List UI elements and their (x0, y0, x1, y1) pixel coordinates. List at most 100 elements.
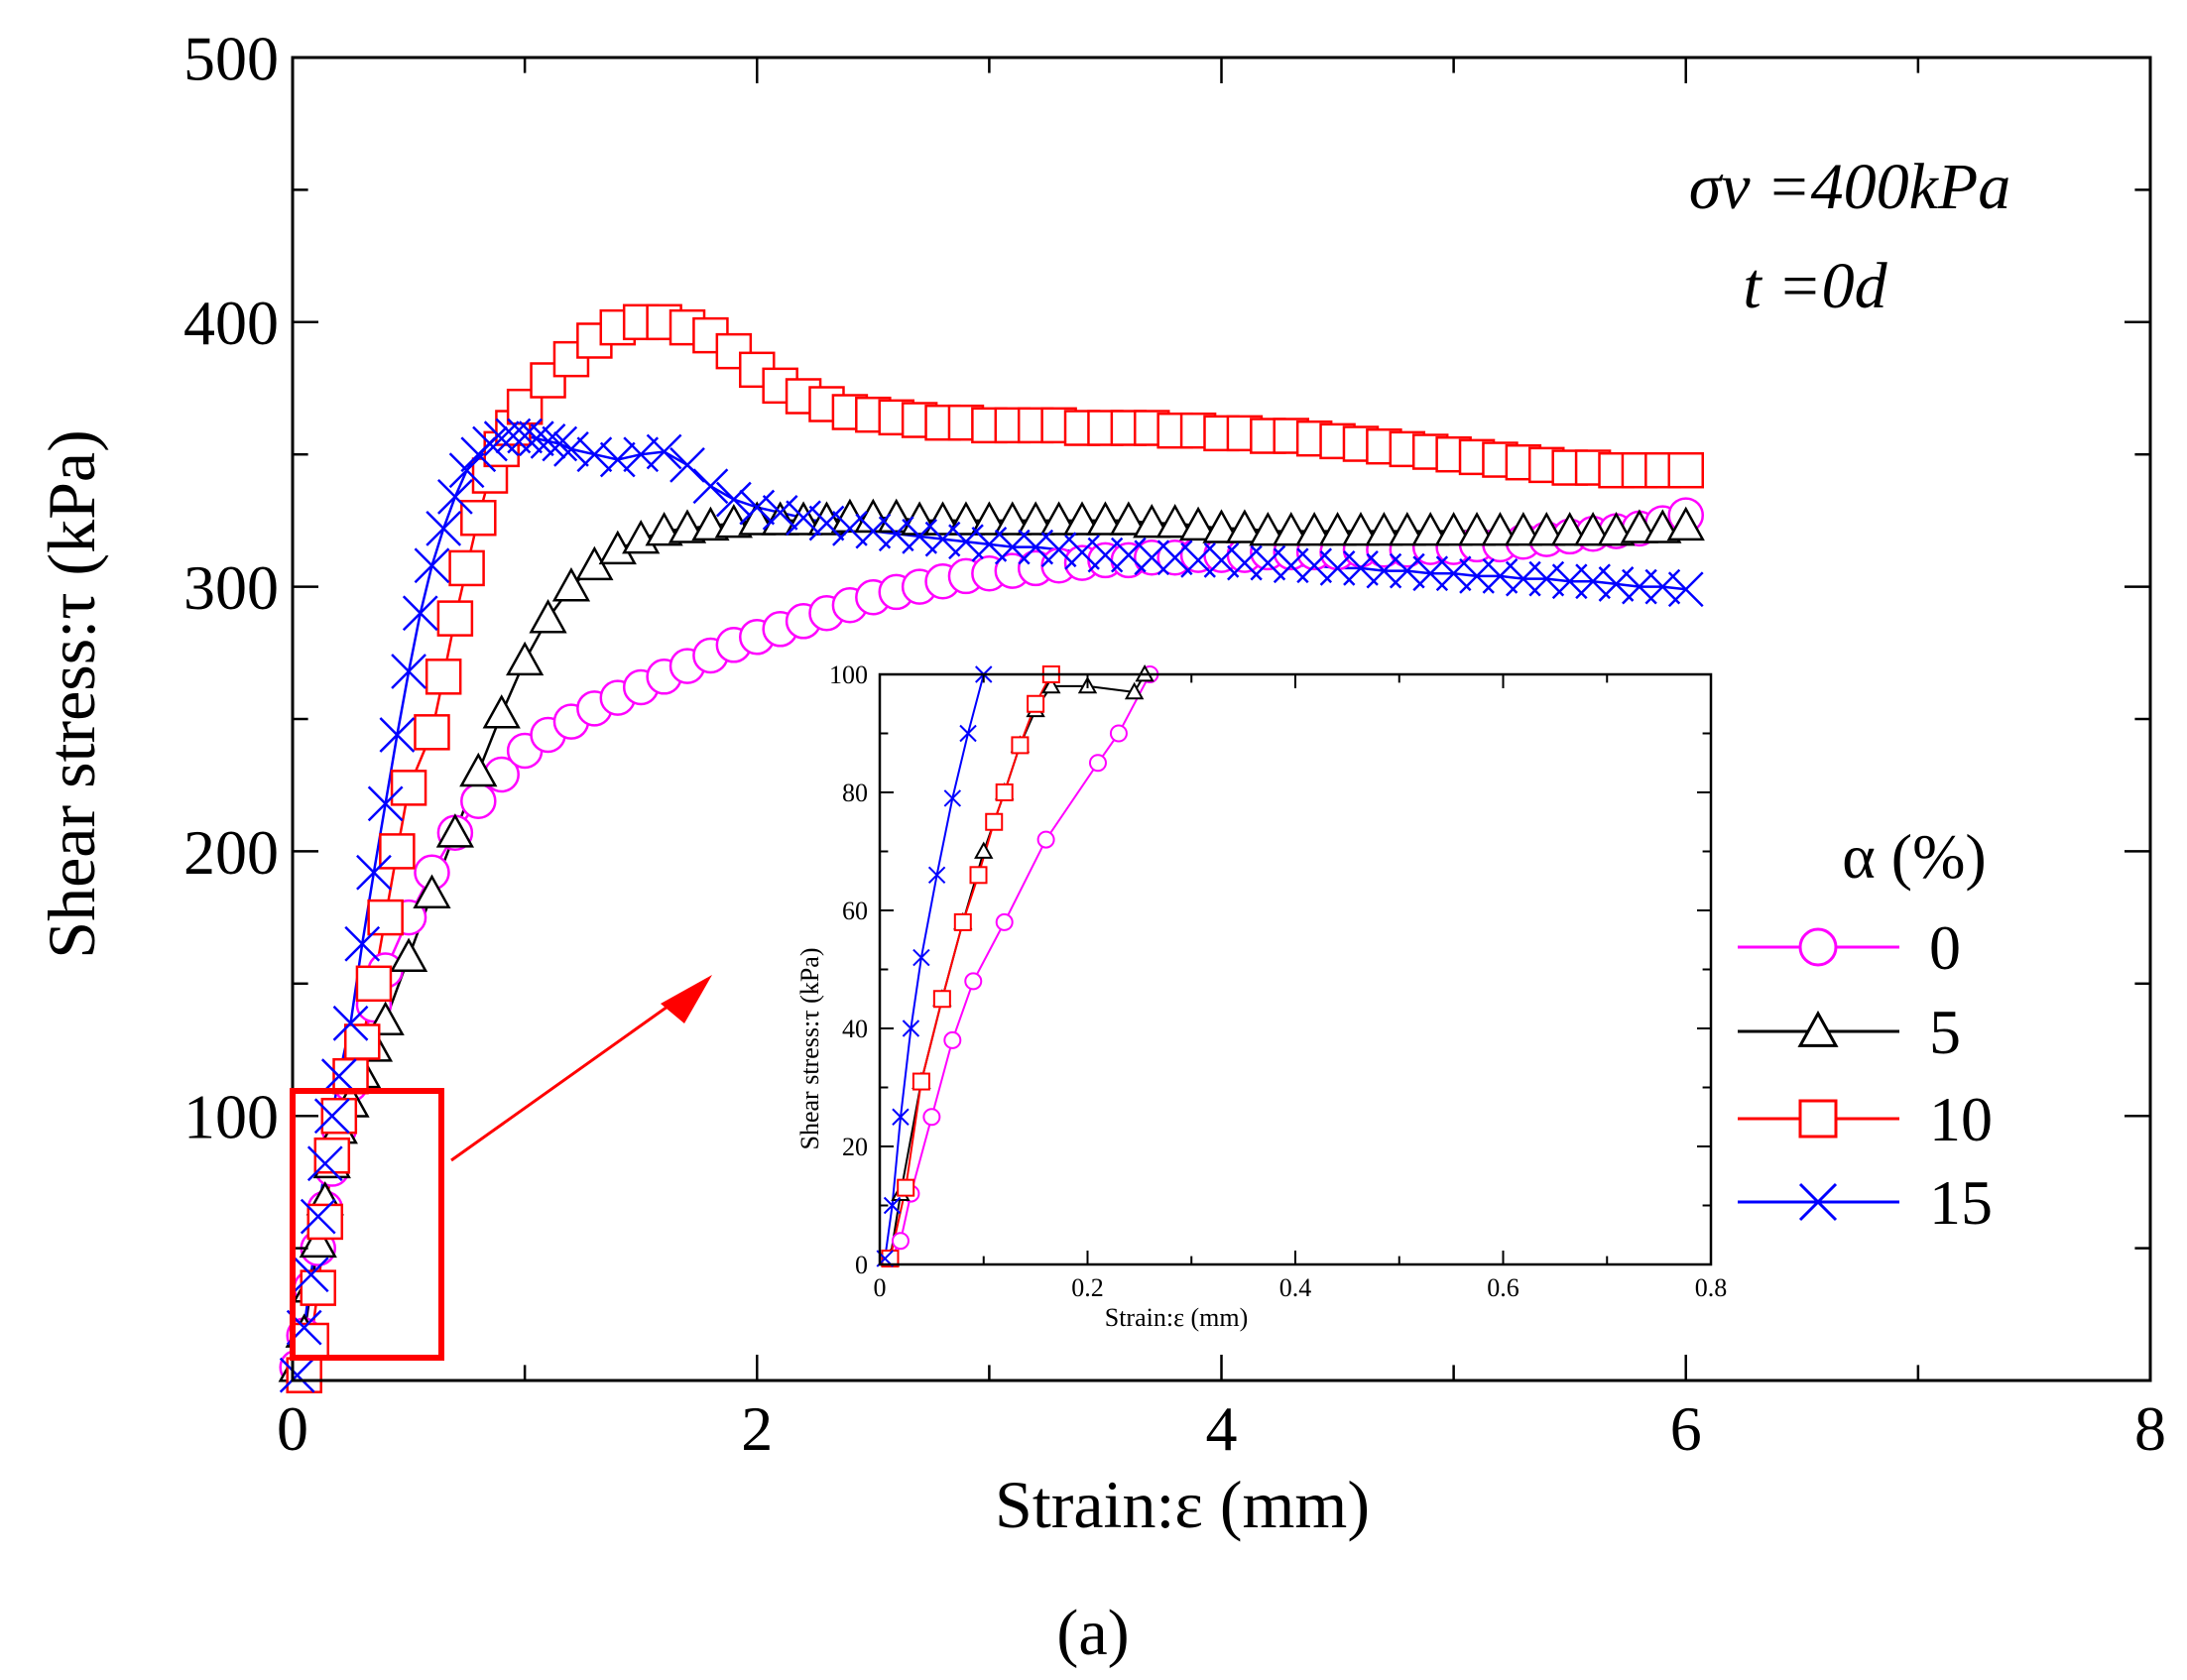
main-series-5-point (993, 501, 1032, 536)
y-axis-label: Shear stress:τ (kPa) (34, 429, 109, 958)
main-series-15-point (623, 436, 660, 473)
main-series-15-point (320, 1058, 357, 1095)
main-series-5-point (506, 641, 545, 676)
main-series-5-point (299, 1223, 337, 1259)
main-series-5-point (1550, 511, 1589, 546)
main-series-15-point (448, 452, 485, 489)
main-series-15-point (356, 854, 392, 891)
main-series-15-point (1644, 568, 1681, 605)
main-series-15-point (1575, 563, 1611, 600)
main-series-5-point (1039, 501, 1078, 536)
inset-series-10-point (969, 866, 988, 885)
inset-y-tick-label: 80 (842, 779, 868, 807)
main-series-5-point (1155, 503, 1194, 539)
inset-series-15-point (912, 948, 930, 967)
inset-x-tick-label: 0.2 (1071, 1273, 1104, 1302)
inset-series-0-point (995, 912, 1014, 931)
main-series-15-point (902, 519, 938, 554)
legend-label-0: 0 (1929, 912, 1961, 983)
inset-series-10-point (932, 990, 951, 1009)
main-series-15-point (786, 500, 821, 537)
main-series-5-point (529, 599, 567, 634)
main-series-15-point (483, 420, 520, 457)
inset-x-tick-label: 0.6 (1487, 1273, 1519, 1302)
main-series-15-point (715, 481, 752, 518)
main-series-10-point (300, 1269, 337, 1306)
main-series-15-point (855, 513, 892, 549)
annotation-time: t =0d (1743, 250, 1887, 322)
main-series-5-point (1365, 511, 1403, 546)
main-series-5-point (1062, 501, 1102, 536)
legend: α (%) 0 5 10 15 (1738, 821, 1993, 1238)
main-series-15-point (553, 430, 589, 467)
main-series-15-point (762, 495, 798, 531)
main-series-5-point (1202, 509, 1241, 543)
main-series-15-point (1598, 566, 1635, 602)
inset-x-tick-label: 0.8 (1695, 1273, 1728, 1302)
main-series-5-point (1086, 501, 1125, 536)
main-series-5-point (435, 813, 475, 848)
main-series-15-point (332, 1005, 369, 1041)
main-series-15-point (300, 1198, 336, 1235)
main-series-15-point (1064, 535, 1100, 570)
main-series-15-point (971, 527, 1008, 562)
main-series-5-point (1109, 501, 1148, 536)
main-series-15-point (1110, 537, 1147, 573)
legend-marker-10 (1798, 1099, 1838, 1139)
main-x-tick-label: 0 (277, 1393, 308, 1464)
main-series-15-point (1435, 555, 1472, 592)
inset-series-10-point (995, 783, 1014, 801)
main-series-15-point (1203, 542, 1240, 578)
legend-label-5: 5 (1929, 997, 1961, 1067)
inset-x-tick-label: 0 (874, 1273, 887, 1302)
inset-y-tick-label: 0 (855, 1251, 868, 1279)
zoom-arrow-line (450, 1000, 675, 1162)
main-series-15-point (878, 516, 914, 552)
main-series-15-point (692, 468, 729, 505)
inset-series-10-point (897, 1178, 915, 1197)
inset-plot: 0 0.2 0.4 0.6 0.8 0 20 40 60 80 100 Strain:ε (mm) Sh… (795, 660, 1727, 1332)
main-series-15-point (472, 425, 508, 462)
main-series-15-point (344, 925, 381, 962)
main-series-10-point (379, 833, 416, 870)
main-x-tick-label: 8 (2134, 1393, 2166, 1464)
legend-marker-0 (1798, 927, 1838, 967)
main-series-5-point (946, 501, 986, 536)
main-x-tick-label: 4 (1206, 1393, 1238, 1464)
inset-y-tick-label: 40 (842, 1015, 868, 1043)
main-series-10-point (425, 659, 462, 695)
inset-series-5-point (1124, 681, 1145, 700)
inset-series-15-point (943, 789, 962, 807)
main-series-5-point (1178, 506, 1218, 541)
main-series-10-point (355, 965, 393, 1003)
main-series-15-point (391, 654, 426, 689)
main-series-10-point (1667, 451, 1704, 489)
main-series-5-point (389, 937, 428, 972)
legend-label-10: 10 (1929, 1084, 1993, 1154)
main-y-tick-label: 100 (183, 1082, 279, 1152)
main-series-5-point (1481, 511, 1519, 546)
inset-series-15-point (927, 866, 946, 885)
main-series-10-point (448, 549, 485, 587)
main-series-15-point (425, 511, 462, 546)
inset-series-0-point (1036, 830, 1055, 849)
main-series-5-point (1411, 511, 1450, 546)
inset-series-15-point (883, 1196, 902, 1215)
main-series-15-point (542, 425, 578, 462)
main-series-15-point (279, 1357, 315, 1393)
main-series-10-point (293, 1322, 329, 1360)
inset-series-15-point (959, 724, 977, 743)
annotation-normal-stress: σv =400kPa (1689, 151, 2011, 223)
main-series-5-point (551, 567, 591, 602)
inset-series-0-point (891, 1232, 910, 1251)
main-series-15-point (669, 446, 705, 483)
main-series-15-point (414, 547, 450, 584)
main-series-5-point (1249, 511, 1287, 546)
main-series-10-point (414, 714, 450, 751)
inset-series-15-point (902, 1020, 920, 1037)
inset-x-axis-label: Strain:ε (mm) (1105, 1303, 1249, 1332)
inset-series-10-point (911, 1072, 930, 1091)
main-series-5-point (761, 501, 799, 536)
main-series-5-point (459, 752, 498, 787)
